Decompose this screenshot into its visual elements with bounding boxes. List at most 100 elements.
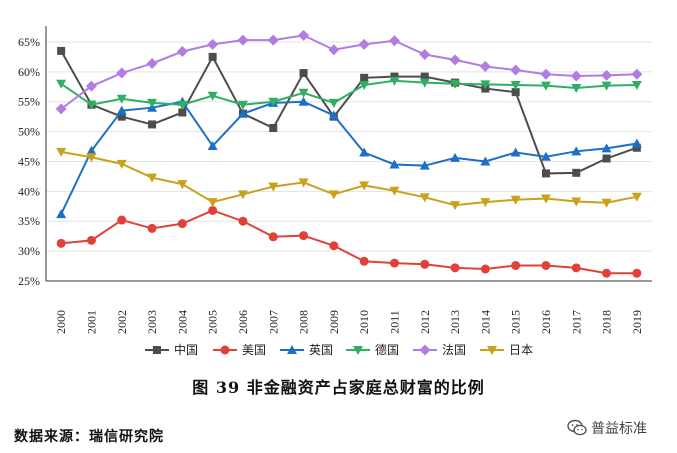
data-point (541, 260, 551, 270)
data-point (602, 154, 611, 163)
data-point (571, 263, 581, 273)
data-point (511, 260, 521, 270)
data-point (55, 103, 67, 115)
data-point (116, 159, 127, 169)
data-point (177, 180, 188, 190)
data-point (207, 38, 219, 50)
series-line (60, 79, 637, 106)
y-tick-label: 25% (18, 274, 40, 288)
data-point (389, 258, 399, 268)
series-法国 (55, 29, 643, 115)
data-point (153, 346, 161, 354)
data-point (328, 190, 339, 200)
y-tick-label: 35% (18, 214, 40, 228)
data-point (601, 69, 613, 81)
x-tick-label: 2011 (387, 310, 401, 334)
data-point (388, 35, 400, 47)
data-point (510, 64, 522, 76)
legend-label: 中国 (174, 342, 198, 357)
data-point (238, 216, 248, 226)
data-point (85, 80, 97, 92)
data-point (237, 108, 248, 118)
data-point (601, 143, 612, 153)
data-point (419, 193, 430, 203)
data-point (147, 173, 158, 183)
data-point (601, 198, 612, 208)
data-point (147, 98, 158, 108)
data-point (541, 169, 550, 178)
legend-item: 法国 (413, 343, 466, 357)
data-point (299, 231, 309, 241)
data-point (328, 98, 339, 108)
data-point (298, 29, 310, 41)
data-point (328, 110, 339, 120)
x-tick-label: 2010 (357, 310, 371, 334)
data-point (571, 197, 582, 207)
data-point (540, 81, 551, 91)
data-point (208, 205, 218, 215)
data-point (389, 76, 400, 86)
x-tick-label: 2004 (175, 310, 189, 334)
data-point (237, 34, 249, 46)
legend-item: 日本 (480, 343, 533, 357)
data-point (419, 78, 430, 88)
data-point (420, 72, 429, 81)
data-point (479, 60, 491, 72)
x-tick-label: 2000 (54, 310, 68, 334)
data-point (269, 124, 278, 133)
legend-label: 美国 (242, 343, 266, 357)
data-point (632, 268, 642, 278)
data-point (419, 344, 431, 356)
legend-label: 德国 (375, 342, 399, 357)
data-point (450, 263, 460, 273)
series-line (60, 100, 638, 215)
data-point (56, 209, 67, 219)
legend-label: 日本 (509, 343, 533, 357)
x-tick-label: 2014 (478, 310, 492, 334)
x-tick-label: 2016 (539, 310, 553, 334)
data-point (389, 186, 400, 196)
data-point (480, 264, 490, 274)
figure-caption: 图 39 非金融资产占家庭总财富的比例 (192, 378, 485, 397)
data-point (57, 46, 66, 55)
legend-label: 法国 (442, 343, 466, 357)
data-point (328, 44, 340, 56)
data-point (480, 80, 491, 90)
data-point (390, 72, 399, 81)
data-point (450, 152, 461, 162)
data-point (389, 159, 400, 169)
data-point (148, 120, 157, 129)
data-point (220, 345, 230, 355)
series-美国 (56, 205, 642, 278)
data-point (177, 219, 187, 229)
watermark: 普益标准 (567, 418, 647, 438)
legend-item: 德国 (346, 342, 399, 357)
data-point (237, 190, 248, 200)
data-point (631, 80, 642, 90)
data-point (117, 215, 127, 225)
data-point (449, 54, 461, 66)
data-point (358, 38, 370, 50)
data-point (601, 81, 612, 91)
data-point (207, 140, 218, 150)
data-point (487, 346, 497, 355)
data-point (511, 88, 520, 97)
legend-label: 英国 (309, 343, 333, 357)
data-point (268, 182, 279, 192)
data-point (450, 201, 461, 211)
data-point (86, 153, 97, 163)
data-point (419, 49, 431, 61)
data-point (540, 68, 552, 80)
series-line (60, 150, 638, 207)
data-point (178, 108, 187, 117)
data-point (420, 259, 430, 269)
data-point (359, 256, 369, 266)
data-point (146, 57, 158, 69)
data-point (359, 181, 370, 191)
data-point (298, 88, 309, 98)
data-point (117, 112, 126, 121)
data-point (56, 238, 66, 248)
legend-item: 美国 (213, 343, 266, 357)
data-point (268, 232, 278, 242)
data-point (419, 160, 430, 170)
